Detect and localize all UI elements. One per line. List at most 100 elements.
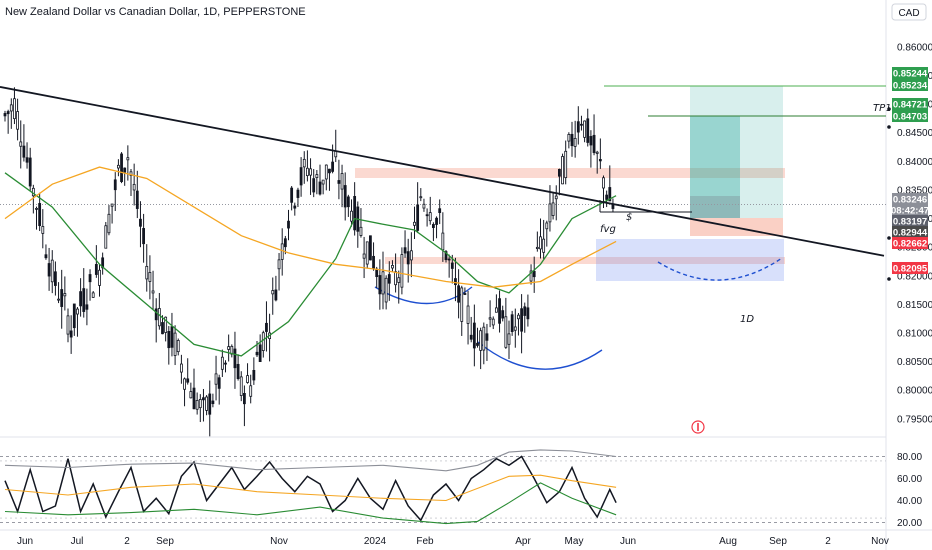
candle-body [589,136,593,146]
candle-body [419,196,423,199]
candle-body [315,174,319,178]
axis-marker [887,125,891,129]
candle-body [340,173,344,190]
candle-body [359,226,363,236]
candle-body [551,202,555,216]
x-tick-label: Sep [769,536,787,547]
candle-body [217,377,221,389]
candle-body [365,241,369,265]
candle-body [195,400,199,410]
candle-body [472,322,476,349]
candle-body [592,134,596,153]
candle-body [337,180,341,184]
candle-body [494,307,498,313]
candle-body [400,254,404,288]
candle-body [309,168,312,176]
candle-body [139,218,142,227]
candle-body [425,214,429,217]
candle-body [192,387,196,410]
x-tick-label: Nov [270,536,288,547]
candle-body [242,393,246,405]
candle-body [208,393,212,415]
price-tag: 0.84721 [892,98,928,111]
candle-body [44,254,48,259]
candle-body [447,258,451,261]
candle-body [94,264,98,275]
price-tag: 08:42:47 [891,204,929,217]
x-tick-label: Nov [871,536,889,547]
candle-body [350,210,353,222]
price-tag-bg [892,79,928,91]
timeframe-label: 1D [740,314,754,325]
x-tick-label: 2 [124,536,130,547]
x-tick-label: 2 [825,536,831,547]
candle-body [76,308,79,315]
currency-badge[interactable]: CAD [891,3,927,21]
candle-body [482,326,486,351]
candle-body [164,316,168,333]
candle-body [91,292,95,298]
candle-body [491,318,495,326]
candle-body [488,317,492,320]
candle-body [558,169,561,177]
candle-body [72,303,76,329]
price-tag: 0.83246 [892,193,928,206]
candle-body [239,376,243,396]
tp1-label: TP1 [873,103,892,114]
candle-body [463,293,467,295]
candle-body [79,291,82,307]
x-tick-label: Jun [17,536,33,547]
candle-body [576,121,580,133]
target-zone-inner [690,116,740,218]
arc-right-projection [657,257,783,281]
x-tick-label: Sep [156,536,174,547]
candle-body [321,179,325,185]
price-tag: 0.82095 [892,262,928,275]
candle-body [41,226,45,234]
candle-body [202,397,205,401]
candle-body [66,315,70,335]
candle-body [186,378,190,383]
candle-body [214,373,218,385]
candle-body [220,356,224,370]
candle-body [444,251,448,261]
osc-series-line [4,474,617,502]
candle-body [343,185,347,208]
candle-body [532,270,536,278]
candle-body [416,204,420,231]
candle-body [249,385,253,397]
candle-body [16,111,20,130]
x-tick-label: 2024 [364,536,387,547]
x-tick-label: Apr [515,536,531,547]
demand-zone [385,257,785,264]
candle-body [328,168,331,174]
candle-body [63,293,67,297]
candle-body [435,217,438,225]
candle-body [586,118,590,143]
y-tick-label: 0.83500 [897,185,932,196]
y-tick-label: 0.86000 [897,42,932,53]
candle-body [35,207,38,210]
dollar-label: $ [626,212,632,223]
candle-body [498,298,501,324]
candle-body [387,274,391,284]
series-trendline [0,86,885,257]
price-tag-label: 0.82095 [893,264,928,275]
osc-y-tick-label: 40.00 [897,496,922,507]
candle-body [287,220,290,229]
candle-body [151,290,155,294]
candle-body [454,278,457,286]
candle-body [324,164,328,180]
candle-body [154,308,158,321]
candle-body [142,228,146,245]
candle-body [101,257,105,269]
candle-body [233,348,237,369]
candle-body [88,274,92,283]
candle-body [523,306,527,316]
candle-body [513,326,517,331]
candle-body [583,120,586,138]
candle-body [409,250,413,261]
price-tag: 0.83197 [892,215,928,228]
